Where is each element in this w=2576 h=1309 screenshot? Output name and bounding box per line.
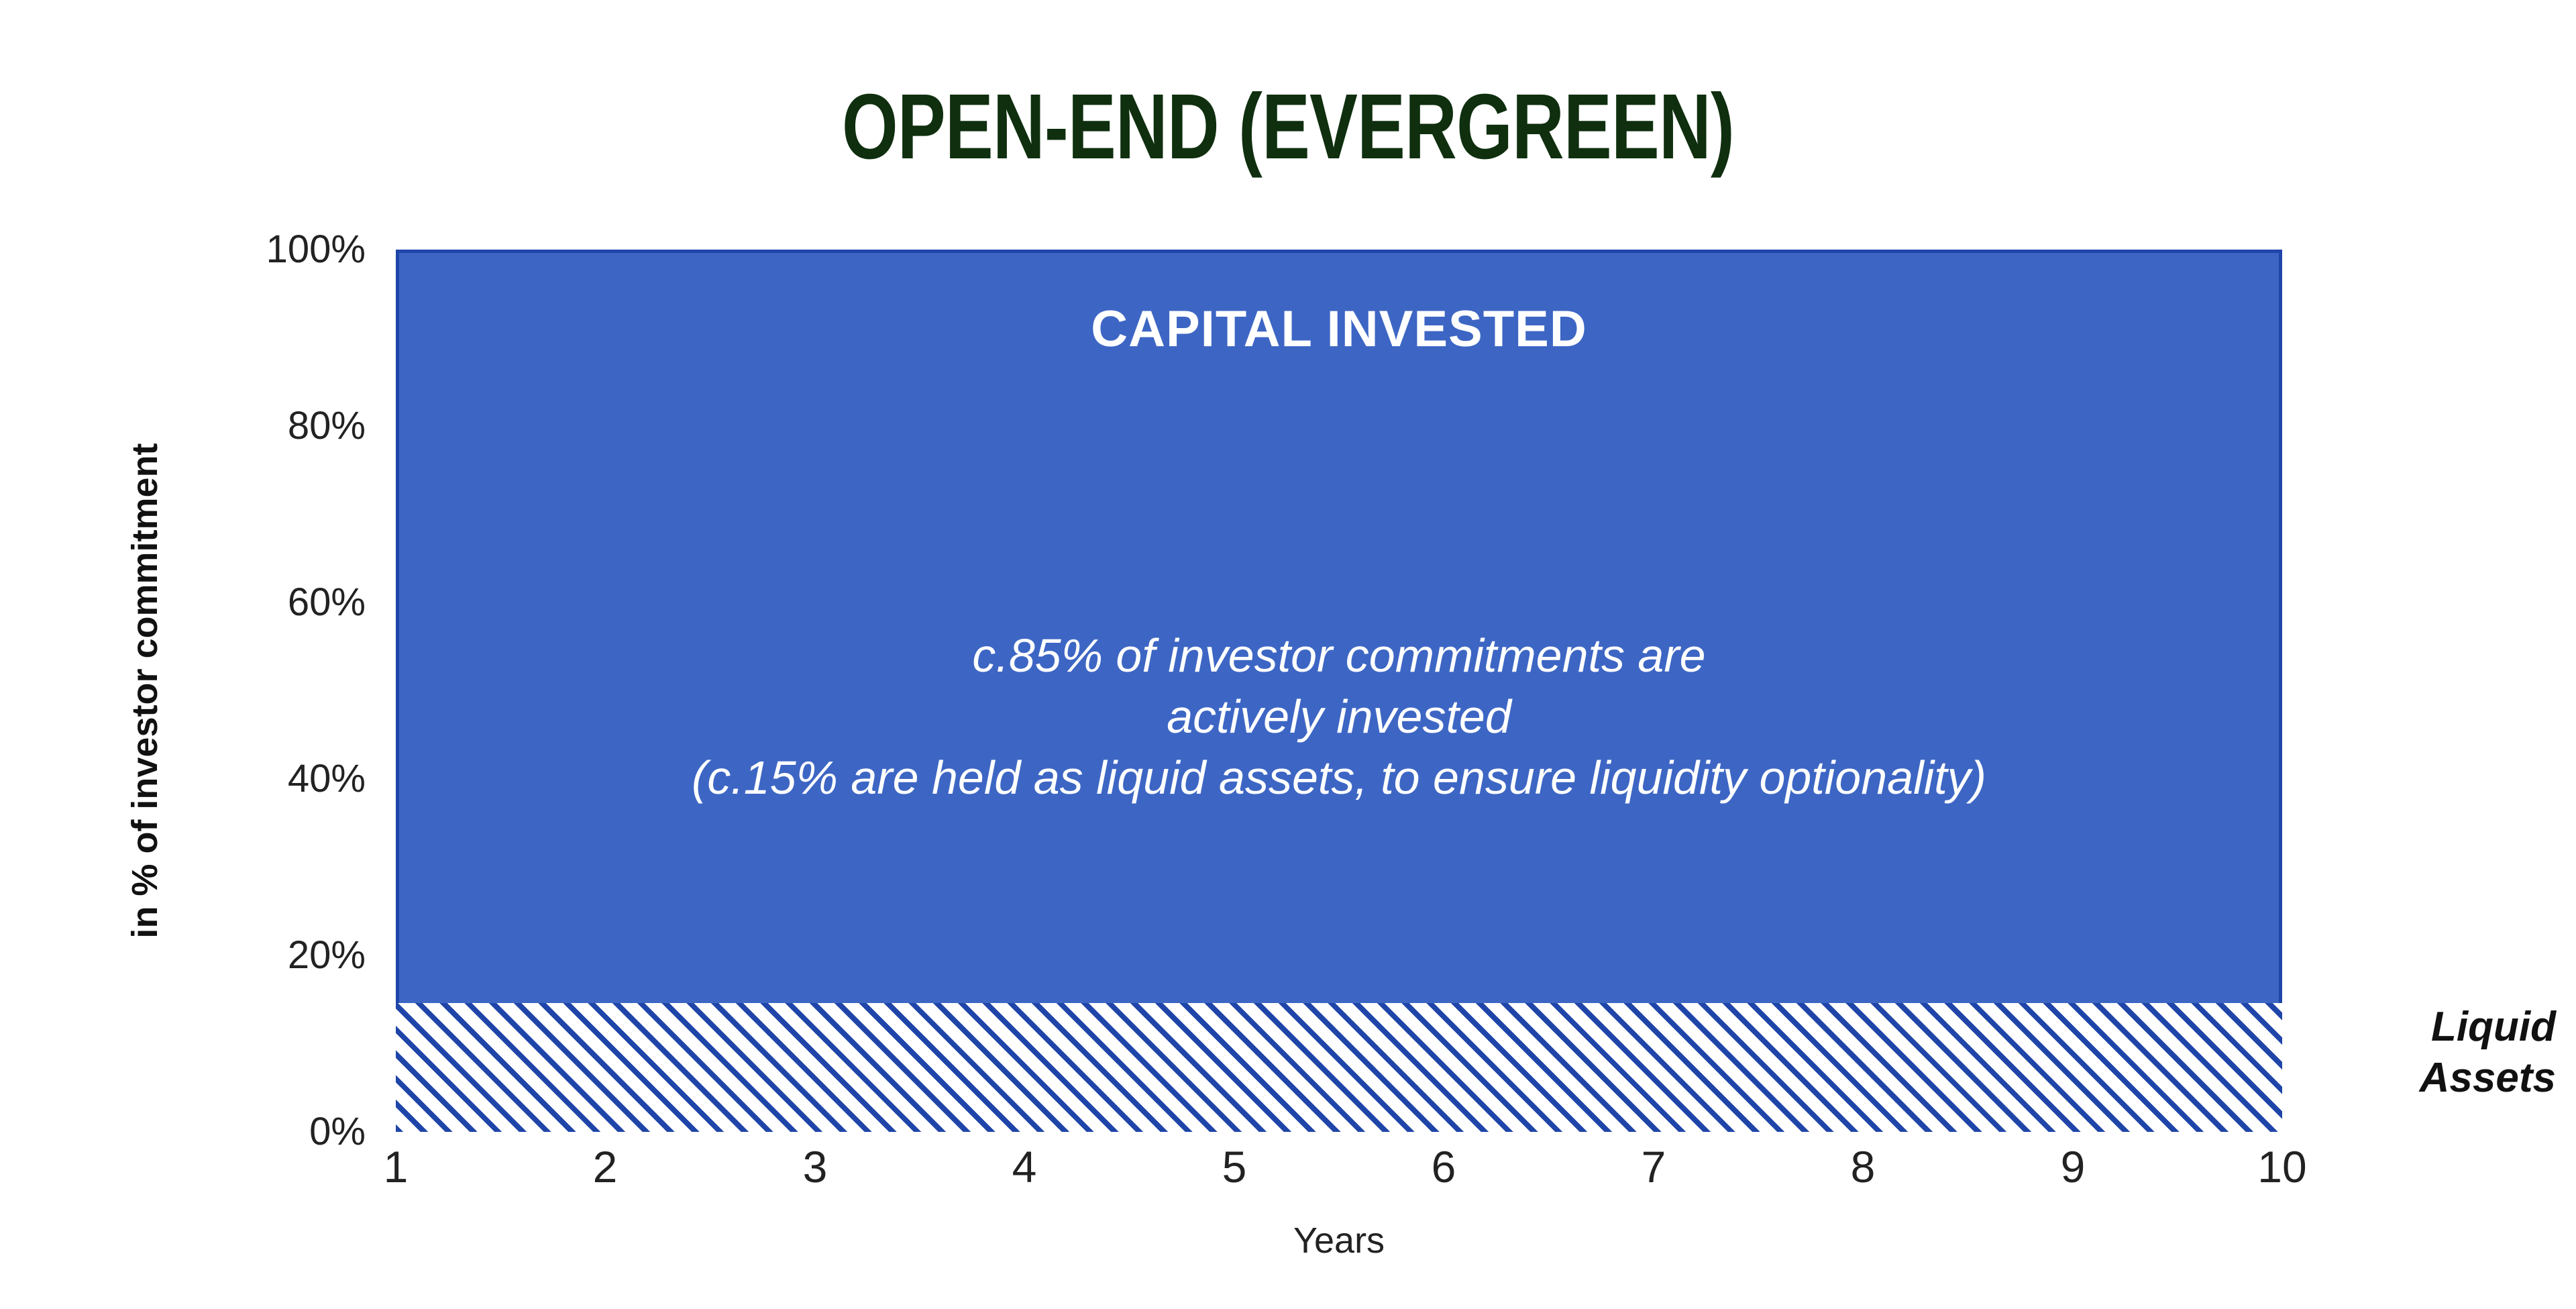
y-tick-label-40: 40%: [287, 757, 366, 800]
liquid-assets-label-line-2: Assets: [2419, 1054, 2556, 1101]
plot-area: CAPITAL INVESTED c.85% of investor commi…: [396, 250, 2282, 1132]
y-tick-label-60: 60%: [287, 580, 366, 624]
liquid-assets-band: [396, 1003, 2282, 1132]
x-tick-label-8: 8: [1850, 1142, 1876, 1192]
investment-note: c.85% of investor commitments are active…: [399, 625, 2279, 808]
x-tick-label-10: 10: [2257, 1142, 2307, 1192]
investment-note-line-1: c.85% of investor commitments are: [972, 629, 1706, 682]
y-tick-label-0: 0%: [309, 1110, 366, 1153]
x-tick-label-4: 4: [1012, 1142, 1037, 1192]
x-tick-label-7: 7: [1641, 1142, 1666, 1192]
liquid-assets-label-line-1: Liquid: [2431, 1004, 2556, 1050]
page-title: OPEN-END (EVERGREEN): [841, 75, 1735, 178]
investment-note-line-3: (c.15% are held as liquid assets, to ens…: [692, 751, 1986, 804]
y-tick-label-100: 100%: [266, 227, 366, 271]
investment-note-line-2: actively invested: [1167, 690, 1511, 743]
liquid-assets-label: Liquid Assets: [2301, 1002, 2556, 1103]
x-tick-label-2: 2: [592, 1142, 618, 1192]
x-tick-label-9: 9: [2060, 1142, 2086, 1192]
x-axis-title: Years: [1293, 1220, 1385, 1261]
x-tick-label-1: 1: [383, 1142, 409, 1192]
capital-invested-label: CAPITAL INVESTED: [1091, 301, 1587, 358]
capital-invested-band: CAPITAL INVESTED c.85% of investor commi…: [396, 250, 2282, 1003]
x-tick-label-3: 3: [802, 1142, 828, 1192]
x-tick-label-5: 5: [1222, 1142, 1247, 1192]
x-tick-label-6: 6: [1431, 1142, 1456, 1192]
y-axis-title: in % of investor commitment: [125, 443, 165, 939]
y-tick-label-80: 80%: [287, 404, 366, 448]
y-tick-label-20: 20%: [287, 933, 366, 977]
